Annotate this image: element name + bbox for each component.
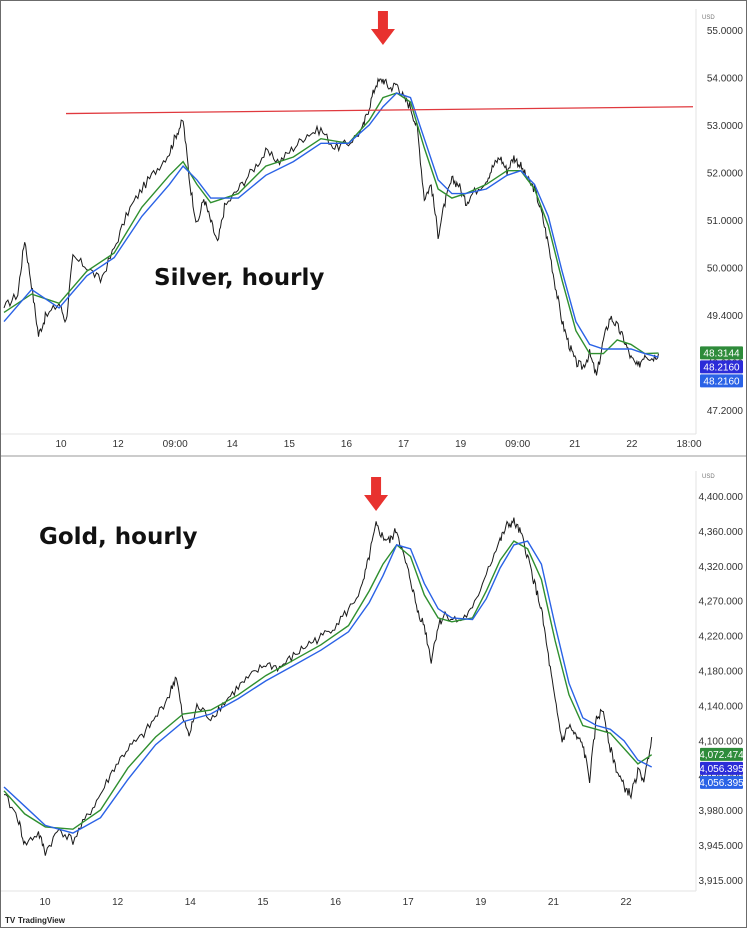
gold-y-tick-label: 4,220.000 bbox=[699, 632, 744, 643]
silver-y-tick-label: 49.4000 bbox=[707, 311, 744, 322]
silver-x-tick-label: 18:00 bbox=[676, 439, 701, 450]
gold-y-tick-label: 4,100.000 bbox=[699, 736, 744, 747]
silver-unit-label: USD bbox=[702, 15, 715, 21]
gold-x-tick-label: 21 bbox=[548, 897, 560, 908]
silver-slow-ma-line bbox=[3, 92, 659, 358]
silver-x-tick-label: 21 bbox=[569, 439, 581, 450]
silver-panel-background bbox=[1, 1, 746, 451]
gold-x-tick-label: 10 bbox=[39, 897, 51, 908]
gold-price-line bbox=[3, 517, 653, 856]
gold-fast-ma-line bbox=[3, 540, 653, 830]
tradingview-logo-mark: TV bbox=[5, 916, 16, 925]
gold-x-tick-label: 15 bbox=[257, 897, 269, 908]
silver-chart-title: Silver, hourly bbox=[154, 265, 324, 291]
silver-y-tick-label: 50.0000 bbox=[707, 264, 744, 275]
gold-plot-area: 4,400.000 4,360.000 4,320.000 4,270.000 4,22… bbox=[3, 477, 744, 908]
silver-price-badge bbox=[700, 360, 743, 374]
gold-y-tick-label: 4,320.000 bbox=[699, 562, 744, 573]
gold-y-tick-label: 4,270.000 bbox=[699, 597, 744, 608]
gold-price-badge bbox=[700, 761, 743, 775]
gold-y-tick-label: 3,945.000 bbox=[699, 841, 744, 852]
silver-x-tick-label: 14 bbox=[227, 439, 239, 450]
silver-y-tick-label: 54.0000 bbox=[707, 74, 744, 85]
silver-price-badge bbox=[700, 374, 743, 388]
gold-price-badge-label: 4,056.395 bbox=[699, 778, 744, 789]
gold-x-tick-label: 16 bbox=[330, 897, 342, 908]
gold-y-tick-label: 4,180.000 bbox=[699, 667, 744, 678]
silver-x-tick-label: 17 bbox=[398, 439, 410, 450]
tradingview-logo: TV TradingView bbox=[5, 916, 66, 925]
tradingview-logo-text: TradingView bbox=[18, 916, 66, 925]
silver-price-badge-label: 48.2160 bbox=[703, 376, 740, 387]
gold-price-badge bbox=[700, 775, 743, 789]
silver-x-tick-label: 12 bbox=[113, 439, 125, 450]
gold-x-tick-label: 19 bbox=[475, 897, 487, 908]
gold-peak-arrow bbox=[364, 477, 389, 511]
silver-x-tick-label: 15 bbox=[284, 439, 296, 450]
gold-y-tick-label: 3,915.000 bbox=[699, 876, 744, 887]
silver-resistance-line bbox=[66, 106, 694, 115]
silver-fast-ma-line bbox=[3, 92, 659, 355]
silver-price-badge-label: 48.2160 bbox=[703, 362, 740, 373]
gold-unit-label: USD bbox=[702, 474, 715, 480]
silver-y-tick-label: 47.2000 bbox=[707, 406, 744, 417]
gold-y-tick-label: 4,140.000 bbox=[699, 701, 744, 712]
gold-y-tick-label: 4,360.000 bbox=[699, 527, 744, 538]
silver-x-tick-label: 09:00 bbox=[163, 439, 188, 450]
silver-plot-area: 55.0000 54.0000 53.0000 52.0000 51.0000 50.00… bbox=[3, 11, 744, 450]
gold-chart-title: Gold, hourly bbox=[39, 524, 198, 550]
silver-x-tick-label: 16 bbox=[341, 439, 353, 450]
silver-x-tick-label: 22 bbox=[626, 439, 638, 450]
gold-y-tick-label: 4,400.000 bbox=[699, 492, 744, 503]
silver-x-tick-label: 09:00 bbox=[505, 439, 530, 450]
gold-price-badge-label: 4,072.474 bbox=[699, 750, 744, 761]
silver-x-tick-label: 10 bbox=[55, 439, 67, 450]
silver-price-badge-label: 48.3144 bbox=[703, 348, 740, 359]
silver-y-tick-label: 51.0000 bbox=[707, 216, 744, 227]
gold-x-tick-label: 14 bbox=[185, 897, 197, 908]
gold-price-badge bbox=[700, 747, 743, 761]
gold-x-tick-label: 17 bbox=[403, 897, 415, 908]
gold-price-badge-label: 4,056.395 bbox=[699, 764, 744, 775]
silver-y-tick-label: 52.0000 bbox=[707, 169, 744, 180]
gold-y-tick-label: 3,980.000 bbox=[699, 806, 744, 817]
silver-price-line bbox=[3, 77, 659, 376]
silver-x-tick-label: 19 bbox=[455, 439, 467, 450]
gold-slow-ma-line bbox=[3, 540, 653, 834]
gold-x-tick-label: 22 bbox=[620, 897, 632, 908]
silver-price-badge bbox=[700, 346, 743, 360]
silver-y-tick-label: 53.0000 bbox=[707, 121, 744, 132]
gold-x-tick-label: 12 bbox=[112, 897, 124, 908]
silver-peak-arrow bbox=[370, 11, 395, 45]
silver-y-tick-label: 55.0000 bbox=[707, 26, 744, 37]
